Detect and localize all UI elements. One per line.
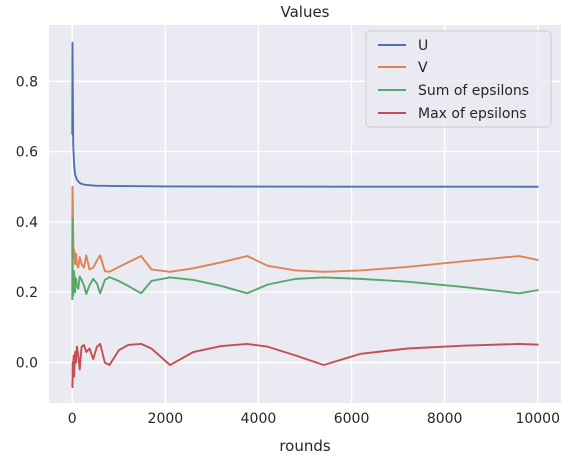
series-line-v — [71, 185, 539, 273]
legend: U V Sum of epsilons Max of epsilons — [365, 30, 552, 128]
y-tick-label: 0.0 — [16, 356, 38, 372]
y-tick-label: 0.8 — [16, 74, 38, 90]
y-axis-ticks: 0.0 0.2 0.4 0.6 0.8 — [16, 74, 38, 371]
series-line-sum-of-epsilons — [71, 217, 539, 301]
x-axis-ticks: 0 2000 4000 6000 8000 10000 — [68, 411, 560, 427]
x-axis-title: rounds — [279, 437, 331, 455]
legend-label-v: V — [418, 60, 428, 76]
series-line-u — [71, 41, 539, 188]
x-tick-label: 4000 — [241, 411, 277, 427]
legend-label-sum-of-epsilons: Sum of epsilons — [418, 83, 529, 99]
chart-title: Values — [280, 3, 329, 21]
y-tick-label: 0.2 — [16, 285, 38, 301]
y-tick-label: 0.6 — [16, 145, 38, 161]
series-line-max-of-epsilons — [71, 342, 539, 389]
legend-label-u: U — [418, 38, 428, 54]
series-lines — [71, 41, 539, 389]
x-tick-label: 10000 — [515, 411, 560, 427]
x-tick-label: 8000 — [427, 411, 463, 427]
x-tick-label: 2000 — [148, 411, 184, 427]
x-tick-label: 6000 — [334, 411, 370, 427]
y-tick-label: 0.4 — [16, 215, 38, 231]
legend-box — [365, 30, 552, 128]
legend-label-max-of-epsilons: Max of epsilons — [418, 106, 527, 122]
grid — [49, 25, 561, 403]
x-tick-label: 0 — [68, 411, 77, 427]
